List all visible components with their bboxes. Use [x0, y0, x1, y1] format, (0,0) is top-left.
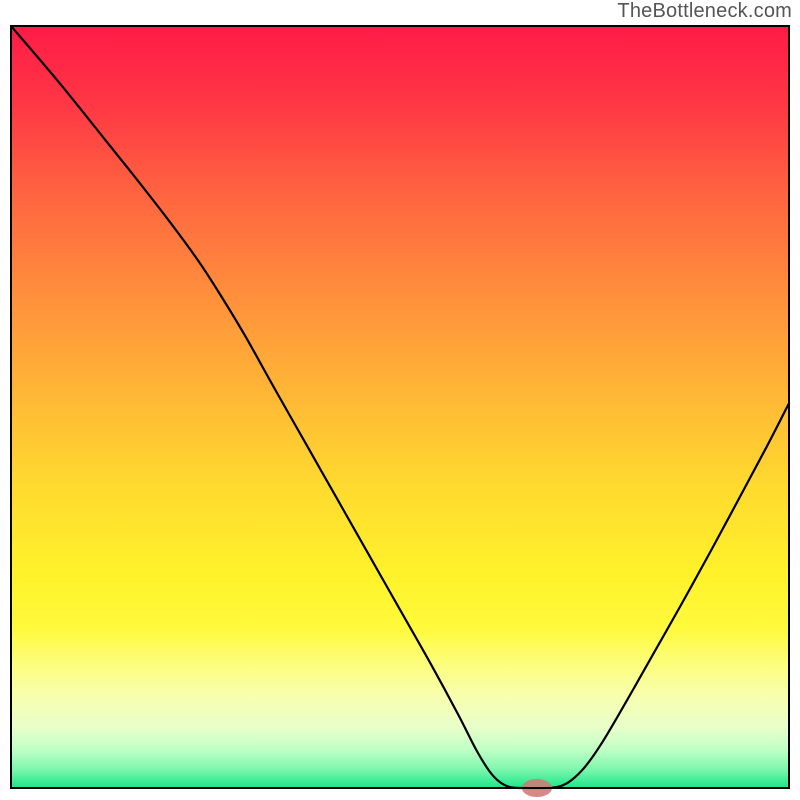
watermark-label: TheBottleneck.com: [617, 0, 792, 23]
chart-container: { "watermark": "TheBottleneck.com", "cha…: [0, 0, 800, 800]
bottleneck-chart: [0, 0, 800, 800]
chart-background-gradient: [11, 26, 789, 788]
